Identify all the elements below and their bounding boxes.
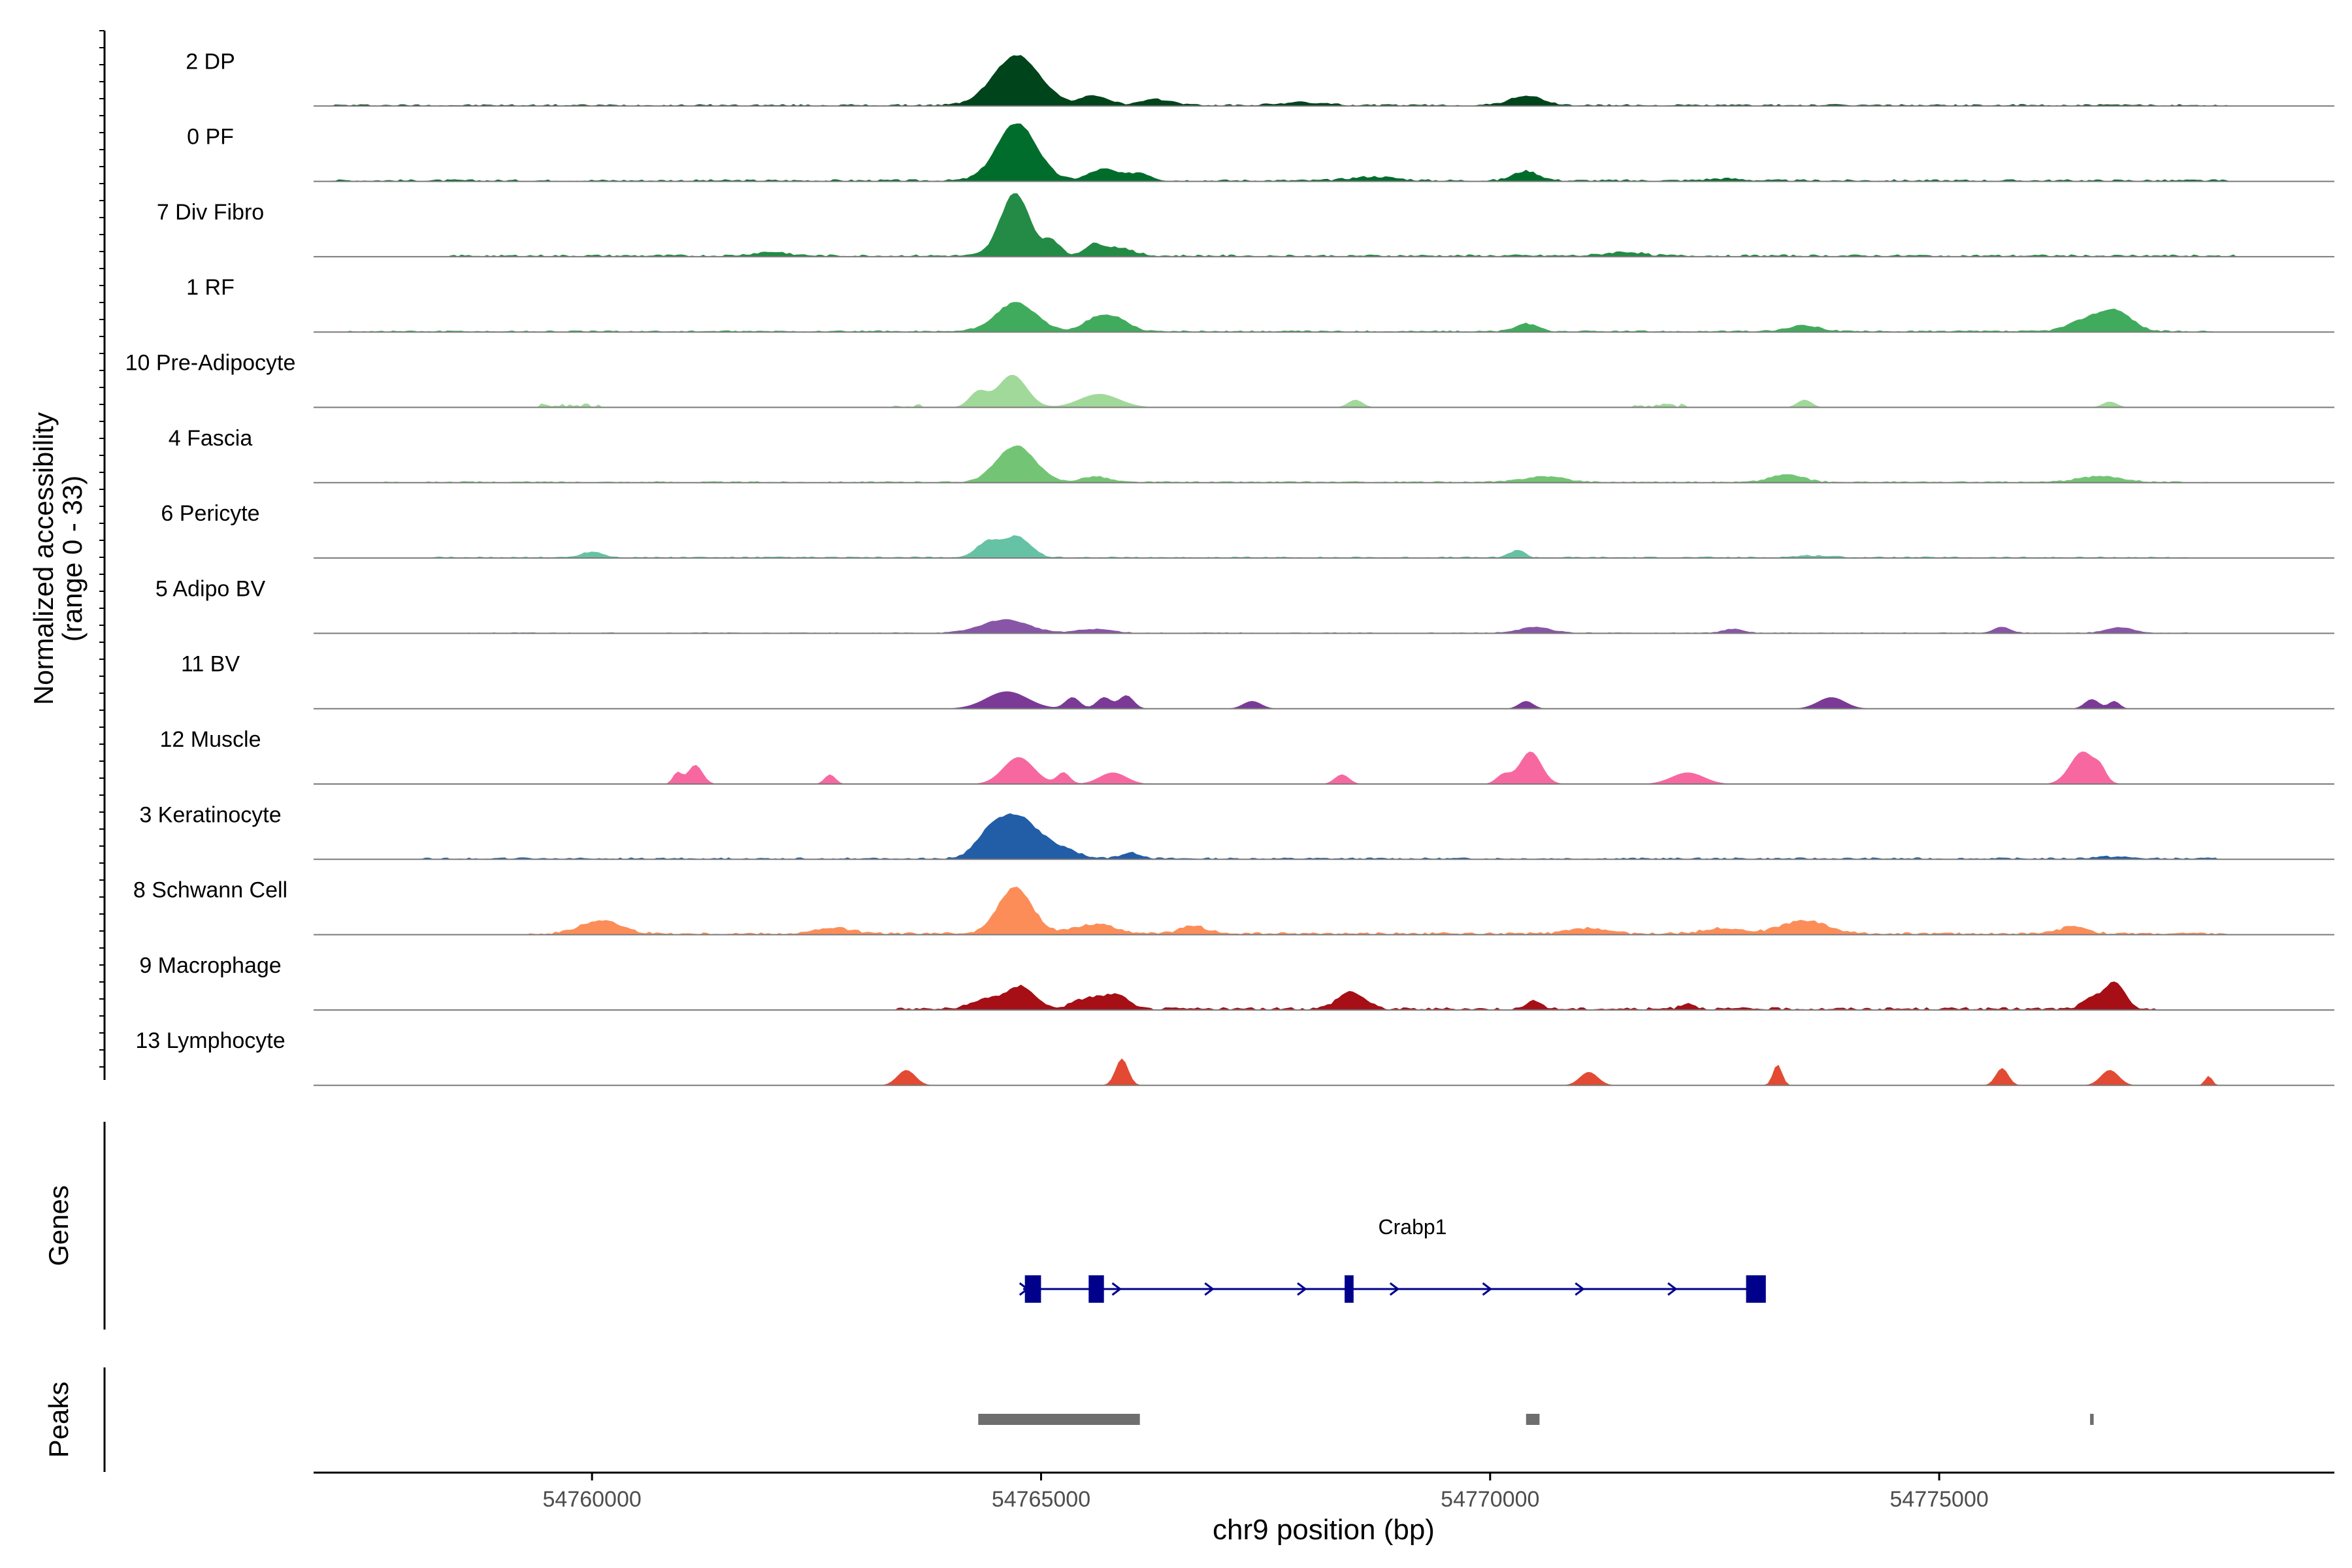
- track-3: 7 Div Fibro: [157, 193, 2334, 257]
- track-8: 5 Adipo BV: [155, 576, 2334, 634]
- track-13: 9 Macrophage: [139, 953, 2334, 1011]
- gene-name-label: Crabp1: [1379, 1215, 1447, 1239]
- coverage-area-4: [314, 302, 2334, 333]
- track-label: 13 Lymphocyte: [135, 1028, 285, 1053]
- genes-track-label: Genes: [43, 1185, 74, 1266]
- track-6: 4 Fascia: [169, 426, 2334, 483]
- track-9: 11 BV: [181, 652, 2334, 710]
- coverage-tracks: 2 DP 0 PF 7 Div Fibro 1 RF 10 Pre-Adipocyte 4…: [125, 49, 2334, 1086]
- peak-region-3: [2090, 1414, 2094, 1425]
- strand-arrow: [1297, 1282, 1307, 1296]
- gene-exon-1: [1024, 1275, 1041, 1303]
- track-label: 5 Adipo BV: [155, 576, 266, 601]
- strand-arrow: [1111, 1282, 1122, 1296]
- peaks-track: [978, 1414, 2094, 1425]
- track-label: 9 Macrophage: [139, 953, 281, 978]
- x-axis-title: chr9 position (bp): [1213, 1514, 1435, 1546]
- track-4: 1 RF: [186, 275, 2334, 333]
- track-label: 8 Schwann Cell: [133, 878, 287, 903]
- gene-track: Crabp1: [1019, 1215, 1766, 1303]
- coverage-y-ticks: [99, 30, 105, 1068]
- peaks-track-label-group: Peaks: [43, 1382, 74, 1458]
- gene-exon-4: [1746, 1275, 1766, 1303]
- x-tick-label: 54770000: [1441, 1487, 1539, 1512]
- track-5: 10 Pre-Adipocyte: [125, 351, 2334, 408]
- coverage-area-6: [314, 445, 2334, 483]
- coverage-area-13: [314, 981, 2334, 1010]
- track-label: 4 Fascia: [169, 426, 253, 451]
- x-tick-label: 54775000: [1890, 1487, 1989, 1512]
- track-label: 7 Div Fibro: [157, 200, 264, 225]
- strand-arrow: [1482, 1282, 1493, 1296]
- peak-region-1: [978, 1414, 1140, 1425]
- track-label: 3 Keratinocyte: [139, 802, 281, 827]
- track-label: 1 RF: [186, 275, 235, 300]
- strand-arrow: [1389, 1282, 1400, 1296]
- coverage-area-14: [314, 1058, 2334, 1086]
- track-label: 11 BV: [181, 652, 240, 677]
- gene-exon-2: [1088, 1275, 1104, 1303]
- coverage-area-2: [314, 123, 2334, 182]
- coverage-area-10: [314, 751, 2334, 784]
- track-2: 0 PF: [187, 123, 2334, 182]
- track-11: 3 Keratinocyte: [139, 802, 2334, 860]
- coverage-area-5: [314, 374, 2334, 408]
- strand-arrow: [1204, 1282, 1215, 1296]
- coverage-area-11: [314, 813, 2334, 860]
- coverage-area-8: [314, 619, 2334, 634]
- track-1: 2 DP: [186, 49, 2334, 107]
- track-14: 13 Lymphocyte: [135, 1028, 2334, 1086]
- track-label: 12 Muscle: [160, 727, 261, 752]
- coverage-area-9: [314, 691, 2334, 709]
- genes-track-label-group: Genes: [43, 1185, 74, 1266]
- track-12: 8 Schwann Cell: [133, 878, 2334, 936]
- track-label: 0 PF: [187, 125, 234, 150]
- track-label: 6 Pericyte: [161, 501, 259, 526]
- coverage-area-12: [314, 887, 2334, 935]
- track-label: 10 Pre-Adipocyte: [125, 351, 296, 376]
- peak-region-2: [1526, 1414, 1540, 1425]
- y-axis-title-line-2: (range 0 - 33): [57, 476, 88, 642]
- x-axis-ticks: 54760000 54765000 54770000 54775000: [543, 1473, 1989, 1512]
- track-label: 2 DP: [186, 49, 235, 74]
- track-10: 12 Muscle: [160, 727, 2334, 785]
- coverage-area-7: [314, 535, 2334, 559]
- peaks-track-label: Peaks: [43, 1382, 74, 1458]
- y-axis-title-line-1: Normalized accessibility: [28, 412, 59, 705]
- coverage-area-3: [314, 193, 2334, 257]
- x-tick-label: 54765000: [992, 1487, 1090, 1512]
- x-tick-label: 54760000: [543, 1487, 642, 1512]
- gene-exon-3: [1345, 1275, 1354, 1303]
- strand-arrow: [1667, 1282, 1678, 1296]
- y-axis-title-2: (range 0 - 33): [57, 476, 88, 642]
- strand-arrow: [1575, 1282, 1585, 1296]
- coverage-area-1: [314, 55, 2334, 106]
- y-axis-title: Normalized accessibility: [28, 412, 59, 705]
- track-7: 6 Pericyte: [161, 501, 2334, 559]
